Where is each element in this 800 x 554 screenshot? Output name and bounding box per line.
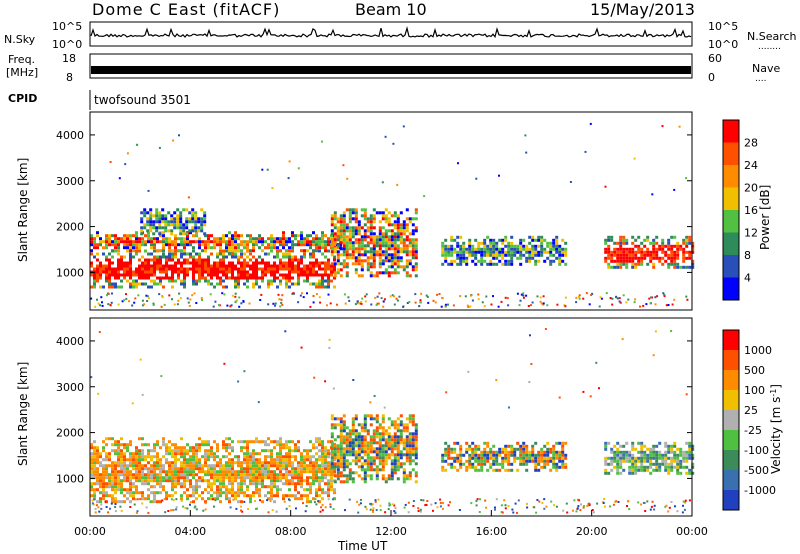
power-colorbar-tick: 8: [744, 249, 751, 262]
velocity-colorbar-swatch: [723, 390, 739, 411]
velocity-colorbar-swatch: [723, 330, 739, 351]
velocity-colorbar-tick: -500: [744, 464, 769, 477]
power-colorbar-swatch: [723, 165, 739, 188]
power-colorbar-tick: 4: [744, 272, 751, 285]
power-y-axis: 1000 2000 3000 4000: [56, 129, 692, 279]
noise-trace: [90, 26, 692, 39]
nave-right-tick-top: 60: [708, 52, 722, 65]
power-colorbar-swatch: [723, 232, 739, 256]
nsky-label: N.Sky: [4, 33, 36, 46]
velocity-colorbar-tick: 25: [744, 404, 758, 417]
velocity-ytick-label: 2000: [56, 427, 84, 440]
freq-left-tick-top: 18: [62, 52, 76, 65]
velocity-colorbar-frame: [722, 329, 740, 511]
power-colorbar-swatch: [723, 255, 739, 278]
velocity-ytick-label: 3000: [56, 381, 84, 394]
velocity-colorbar-swatch: [723, 430, 739, 451]
nsearch-dots: ........: [758, 42, 781, 52]
x-axis-label: Time UT: [337, 539, 388, 553]
velocity-colorbar-swatch: [723, 490, 739, 511]
power-heatmap: [90, 122, 695, 308]
date-title: 15/May/2013: [590, 0, 695, 19]
power-colorbar-tick: 20: [744, 182, 758, 195]
power-colorbar: 28 24 20 16 12 8 4: [722, 119, 758, 301]
power-colorbar-swatch: [723, 277, 739, 301]
power-ytick-label: 2000: [56, 221, 84, 234]
freq-label: Freq.: [8, 53, 35, 66]
x-tick-label: 12:00: [375, 525, 407, 538]
velocity-y-axis: 1000 2000 3000 4000: [56, 335, 692, 485]
station-title: Dome C East (fitACF): [92, 0, 280, 19]
velocity-colorbar-tick: 1000: [744, 344, 772, 357]
nave-label: Nave: [752, 62, 780, 75]
cpid-label: CPID: [8, 92, 37, 105]
noise-right-tick-top: 10^5: [708, 20, 738, 33]
velocity-colorbar-tick: 500: [744, 364, 765, 377]
power-colorbar-tick: 16: [744, 204, 758, 217]
velocity-ytick-label: 4000: [56, 335, 84, 348]
noise-trace-line: [90, 26, 692, 39]
velocity-colorbar-swatch: [723, 410, 739, 431]
velocity-colorbar-swatch: [723, 350, 739, 371]
velocity-colorbar-tick: -1000: [744, 484, 776, 497]
velocity-colorbar-tick: -25: [744, 424, 762, 437]
nsearch-label: N.Search: [747, 30, 797, 43]
power-colorbar-swatch: [723, 142, 739, 166]
velocity-colorbar-swatch: [723, 450, 739, 471]
power-colorbar-swatch: [723, 187, 739, 211]
power-colorbar-tick: 24: [744, 159, 758, 172]
noise-left-tick-bottom: 10^0: [52, 38, 82, 51]
velocity-ylabel: Slant Range [km]: [16, 362, 30, 466]
beam-title: Beam 10: [355, 0, 427, 19]
x-tick-label: 08:00: [275, 525, 307, 538]
velocity-colorbar-swatch: [723, 370, 739, 391]
velocity-colorbar: 1000 500 100 25 -25 -100 -500 -1000: [722, 329, 776, 511]
velocity-colorbar-tick: 100: [744, 384, 765, 397]
svg-text:Velocity [m s-1]: Velocity [m s-1]: [769, 384, 783, 474]
time-x-axis: 00:00 04:00 08:00 12:00 16:00 20:00 00:00: [74, 510, 708, 538]
power-colorbar-tick: 28: [744, 137, 758, 150]
noise-left-tick-top: 10^5: [52, 20, 82, 33]
power-panel-frame: [89, 111, 693, 311]
power-colorbar-label: Power [dB]: [758, 185, 772, 250]
power-ytick-label: 4000: [56, 129, 84, 142]
freq-unit-label: [MHz]: [6, 66, 38, 79]
x-tick-label: 20:00: [576, 525, 608, 538]
power-colorbar-swatch: [723, 120, 739, 143]
freq-left-tick-bottom: 8: [66, 71, 73, 84]
freq-strip-frame: [89, 53, 693, 79]
nave-right-tick-bottom: 0: [708, 71, 715, 84]
velocity-colorbar-swatch: [723, 470, 739, 491]
cpid-value: twofsound 3501: [94, 93, 191, 107]
x-tick-label: 00:00: [74, 525, 106, 538]
power-colorbar-frame: [722, 119, 740, 301]
velocity-heatmap: [90, 328, 695, 514]
power-ytick-label: 1000: [56, 266, 84, 279]
velocity-ytick-label: 1000: [56, 472, 84, 485]
velocity-colorbar-label: Velocity [m s-1]: [769, 384, 783, 474]
x-tick-label: 00:00: [676, 525, 708, 538]
nave-dots: ....: [755, 74, 766, 84]
power-colorbar-tick: 12: [744, 227, 758, 240]
power-ylabel: Slant Range [km]: [16, 158, 30, 262]
velocity-colorbar-tick: -100: [744, 444, 769, 457]
freq-trace: [91, 66, 691, 74]
x-tick-label: 16:00: [475, 525, 507, 538]
noise-strip-frame: [89, 21, 693, 47]
power-ytick-label: 3000: [56, 175, 84, 188]
x-tick-label: 04:00: [174, 525, 206, 538]
power-colorbar-swatch: [723, 210, 739, 233]
noise-right-tick-bottom: 10^0: [708, 38, 738, 51]
